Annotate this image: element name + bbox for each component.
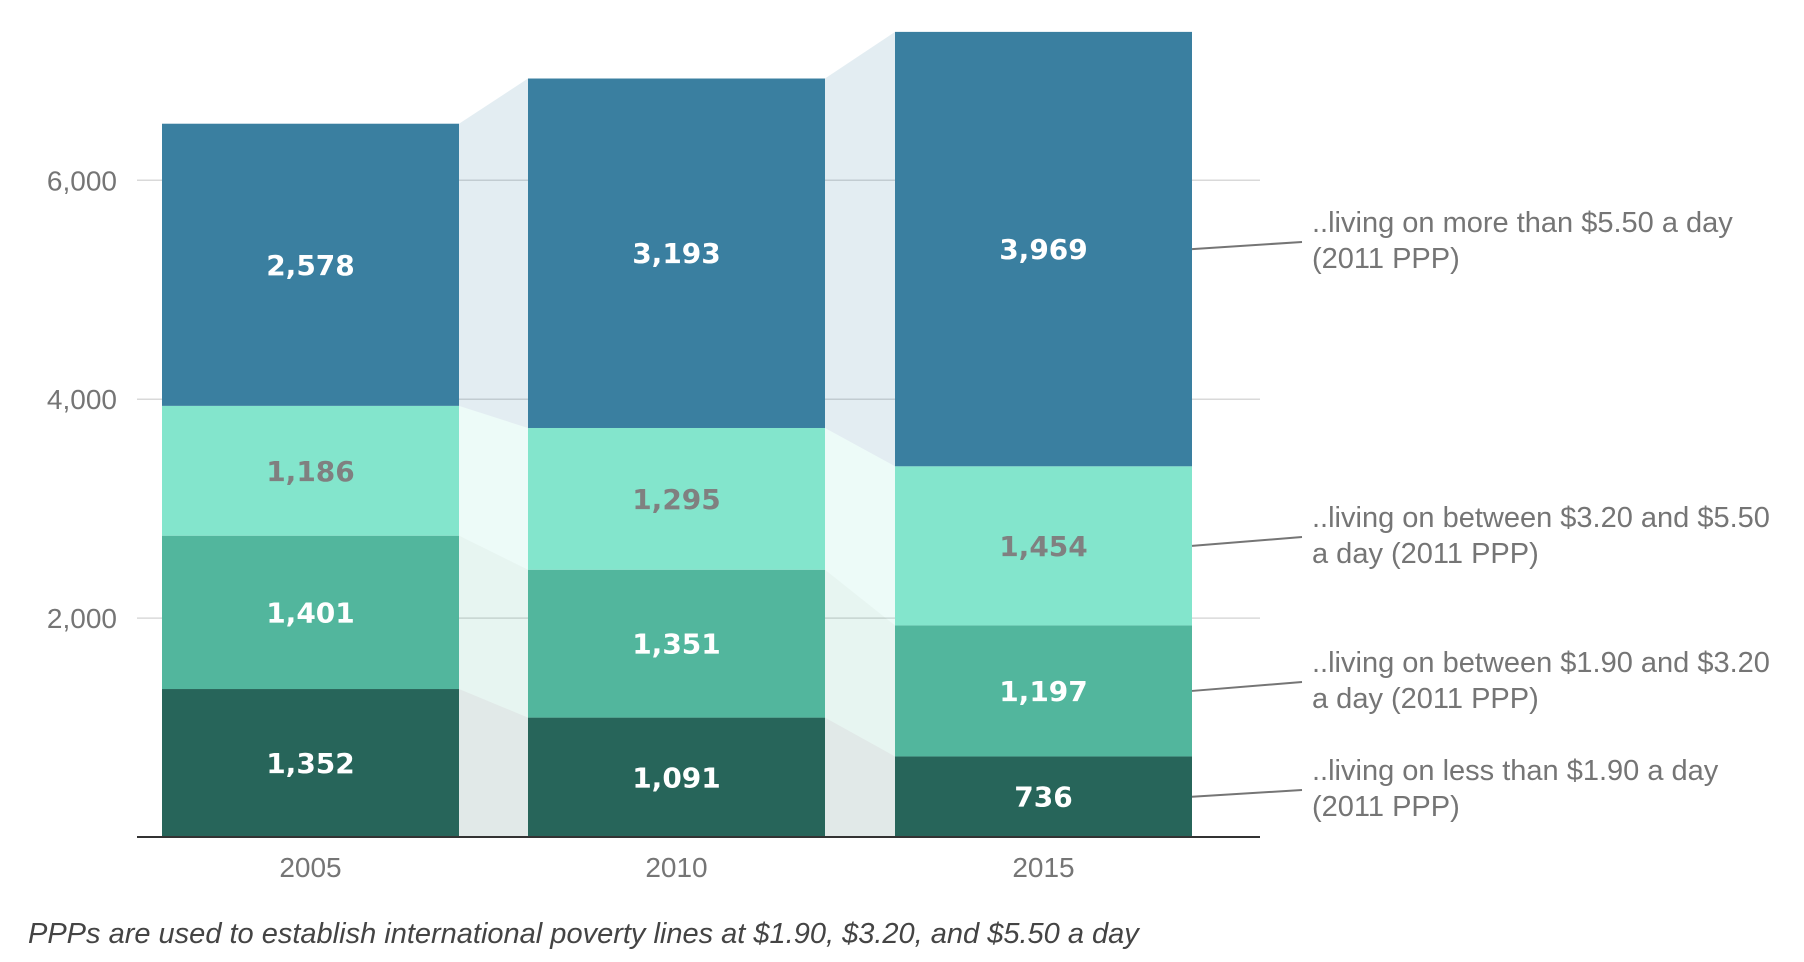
data-label: 3,969 (999, 233, 1088, 266)
legend-label: (2011 PPP) (1312, 243, 1460, 275)
connector-band (459, 535, 528, 718)
x-tick-label: 2005 (279, 852, 341, 883)
legend-label: ..living on between $1.90 and $3.20 (1312, 647, 1770, 679)
connector-band (825, 569, 895, 757)
data-label: 1,351 (632, 628, 721, 661)
y-tick-label: 2,000 (47, 603, 117, 634)
bars (162, 31, 1192, 837)
connector-band (825, 717, 895, 837)
bar-segment (162, 689, 459, 837)
legend-label: (2011 PPP) (1312, 791, 1460, 823)
bar-segment (528, 78, 825, 428)
x-tick-label: 2010 (645, 852, 707, 883)
data-label: 736 (1014, 781, 1072, 814)
data-label: 1,186 (266, 455, 355, 488)
data-label: 1,197 (999, 675, 1088, 708)
bar-segment (895, 625, 1192, 757)
legend-label: ..living on more than $5.50 a day (1312, 207, 1733, 239)
legend-leader-line (1191, 789, 1303, 798)
bar-segment (162, 123, 459, 406)
legend-label: a day (2011 PPP) (1312, 683, 1539, 715)
x-tick-label: 2015 (1012, 852, 1074, 883)
connector-band (825, 427, 895, 626)
legend-label: ..living on between $3.20 and $5.50 (1312, 502, 1770, 534)
y-tick-label: 4,000 (47, 384, 117, 415)
legend-leader-line (1191, 536, 1303, 547)
data-label: 1,295 (632, 483, 721, 516)
footnote: PPPs are used to establish international… (28, 918, 1139, 950)
data-label: 1,401 (266, 596, 355, 629)
data-label: 3,193 (632, 237, 721, 270)
bar-segment (162, 535, 459, 690)
bar-segment (895, 31, 1192, 467)
bar-segment (528, 427, 825, 570)
bar-segment (528, 569, 825, 718)
connector-band (459, 689, 528, 837)
connector-band (459, 405, 528, 570)
data-label: 1,091 (632, 761, 721, 794)
axes: 2,000 4,000 6,000 2005 2010 2015 (47, 165, 1260, 883)
bar-segment (528, 717, 825, 837)
legend-label: ..living on less than $1.90 a day (1312, 755, 1719, 787)
legend: ..living on less than $1.90 a day (2011 P… (1191, 207, 1770, 823)
connector-band (459, 78, 528, 428)
bar-segment (895, 466, 1192, 626)
data-label: 1,352 (266, 747, 355, 780)
value-labels: 1,352 1,091 736 1,401 1,351 1,197 1,186 1,295 1,… (266, 233, 1088, 814)
legend-label: a day (2011 PPP) (1312, 538, 1539, 570)
y-tick-label: 6,000 (47, 165, 117, 196)
band-connectors (459, 31, 895, 837)
legend-leader-line (1191, 681, 1303, 692)
bar-segment (162, 405, 459, 536)
connector-band (825, 31, 895, 467)
legend-leader-line (1191, 241, 1303, 251)
data-label: 1,454 (999, 530, 1088, 563)
data-label: 2,578 (266, 249, 355, 282)
bar-segment (895, 756, 1192, 837)
